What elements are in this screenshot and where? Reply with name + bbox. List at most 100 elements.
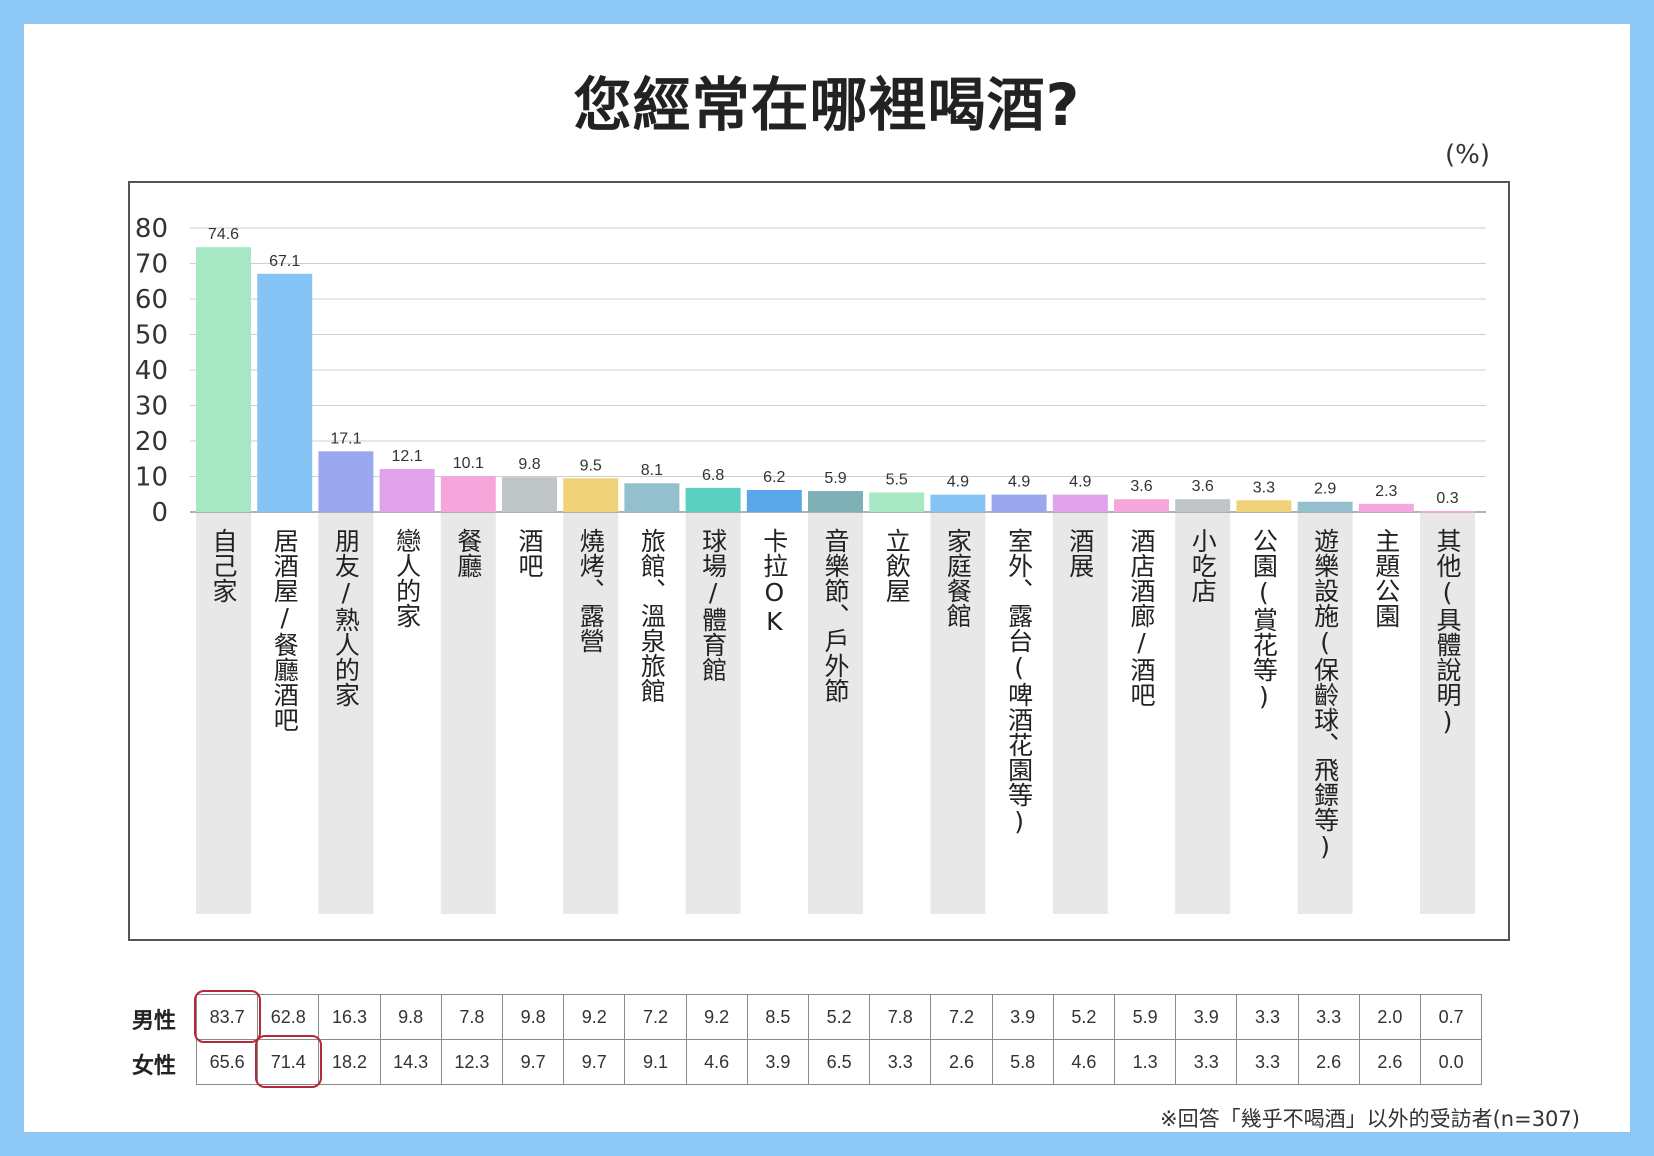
table-cell: 5.9 <box>1114 994 1177 1040</box>
category-label: 主題公園 <box>1372 528 1401 628</box>
bar-value-label: 0.3 <box>1436 490 1458 507</box>
label-column-bg <box>930 512 986 914</box>
bar-value-label: 3.3 <box>1253 479 1275 496</box>
bar-value-label: 74.6 <box>208 226 239 243</box>
y-tick-label: 80 <box>135 214 168 244</box>
category-label: 戀人的家 <box>393 528 422 628</box>
bar-value-label: 5.5 <box>886 471 908 488</box>
table-cell: 14.3 <box>379 1039 442 1085</box>
bar-value-label: 10.1 <box>453 455 484 472</box>
table-cell: 7.2 <box>624 994 687 1040</box>
bar <box>1052 494 1108 512</box>
table-cell: 9.7 <box>502 1039 565 1085</box>
table-cell: 5.2 <box>1052 994 1115 1040</box>
bar-value-label: 9.8 <box>518 456 540 473</box>
bar <box>379 469 435 512</box>
table-cell: 4.6 <box>1052 1039 1115 1085</box>
table-cell: 16.3 <box>318 994 381 1040</box>
category-label: 燒烤、露營 <box>576 528 605 653</box>
bar <box>1358 503 1414 512</box>
label-column-bg <box>563 512 619 914</box>
bar-value-label: 8.1 <box>641 462 663 479</box>
highlight-box <box>255 1035 323 1088</box>
label-column-bg <box>1420 512 1475 914</box>
table-cell: 9.1 <box>624 1039 687 1085</box>
bar-value-label: 67.1 <box>269 253 300 270</box>
category-label: 音樂節、戶外節 <box>821 528 850 703</box>
bar <box>685 487 741 512</box>
table-cell: 3.9 <box>746 1039 809 1085</box>
bar <box>930 494 986 512</box>
footnote: ※回答「幾乎不喝酒」以外的受訪者(n=307) <box>1160 1107 1580 1131</box>
unit-label: (%) <box>1445 140 1490 170</box>
table-cell: 3.9 <box>991 994 1054 1040</box>
category-label: 公園(賞花等) <box>1249 528 1278 711</box>
table-cell: 1.3 <box>1114 1039 1177 1085</box>
bar-value-label: 6.2 <box>763 469 785 486</box>
label-column-bg <box>685 512 741 914</box>
table-cell: 9.8 <box>379 994 442 1040</box>
table-cell: 18.2 <box>318 1039 381 1085</box>
bar <box>746 489 802 512</box>
table-cell: 2.6 <box>1358 1039 1421 1085</box>
category-label: 酒吧 <box>515 528 544 578</box>
bar <box>502 477 557 512</box>
category-label: 酒店酒廊/酒吧 <box>1127 528 1156 707</box>
category-label: 自己家 <box>209 528 238 603</box>
bar-value-label: 3.6 <box>1192 478 1214 495</box>
bar-value-label: 2.9 <box>1314 481 1336 498</box>
table-row-label: 女性 <box>132 1054 177 1079</box>
bar-value-label: 6.8 <box>702 467 724 484</box>
y-tick-label: 10 <box>135 463 168 493</box>
label-column-bg <box>808 512 863 914</box>
table-cell: 62.8 <box>257 994 320 1040</box>
table-cell: 12.3 <box>440 1039 503 1085</box>
bar-value-label: 5.9 <box>824 470 846 487</box>
label-column-bg <box>1052 512 1108 914</box>
table-cell: 6.5 <box>808 1039 871 1085</box>
table-cell: 9.7 <box>563 1039 626 1085</box>
category-label: 球場/體育館 <box>699 528 728 682</box>
label-column-bg <box>1175 512 1231 914</box>
bar <box>196 247 251 513</box>
bar-chart: 0 10 20 30 40 50 60 70 80 74.6 自己家 67.1 居酒屋/餐廳酒吧 17.1… <box>128 181 1510 941</box>
category-label: 餐廳 <box>454 528 483 578</box>
table-cell: 0.7 <box>1420 994 1483 1040</box>
bar <box>1236 500 1292 512</box>
table-cell: 2.0 <box>1358 994 1421 1040</box>
bar <box>318 451 374 512</box>
table-cell: 65.6 <box>196 1039 259 1085</box>
table-cell: 3.3 <box>869 1039 932 1085</box>
table-row-label: 男性 <box>132 1009 177 1034</box>
bar <box>991 494 1047 512</box>
table-cell: 3.3 <box>1175 1039 1238 1085</box>
table-cell: 9.2 <box>685 994 748 1040</box>
category-label: 旅館、溫泉旅館 <box>637 528 666 703</box>
bar <box>1297 501 1353 512</box>
table-cell: 7.2 <box>930 994 993 1040</box>
table-cell: 0.0 <box>1420 1039 1483 1085</box>
y-tick-label: 30 <box>135 392 168 422</box>
category-label: 遊樂設施(保齡球、飛鏢等) <box>1311 528 1340 861</box>
category-label: 室外、露台(啤酒花園等) <box>1005 528 1034 836</box>
label-column-bg <box>318 512 374 914</box>
y-tick-label: 40 <box>135 356 168 386</box>
table-cell: 5.8 <box>991 1039 1054 1085</box>
bar-value-label: 4.9 <box>1008 474 1030 491</box>
table-cell: 3.9 <box>1175 994 1238 1040</box>
bar <box>1420 510 1475 513</box>
category-label: 其他(具體說明) <box>1433 528 1462 736</box>
bar <box>440 476 496 512</box>
table-cell: 2.6 <box>1297 1039 1360 1085</box>
table-cell: 3.3 <box>1236 994 1299 1040</box>
bar <box>808 491 863 512</box>
bar <box>257 273 313 512</box>
highlight-box <box>194 990 262 1043</box>
table-cell: 3.3 <box>1297 994 1360 1040</box>
bar <box>1114 499 1169 512</box>
table-cell: 7.8 <box>869 994 932 1040</box>
table-cell: 4.6 <box>685 1039 748 1085</box>
bar <box>869 492 925 512</box>
bar-value-label: 9.5 <box>580 457 602 474</box>
y-tick-label: 70 <box>135 250 168 280</box>
